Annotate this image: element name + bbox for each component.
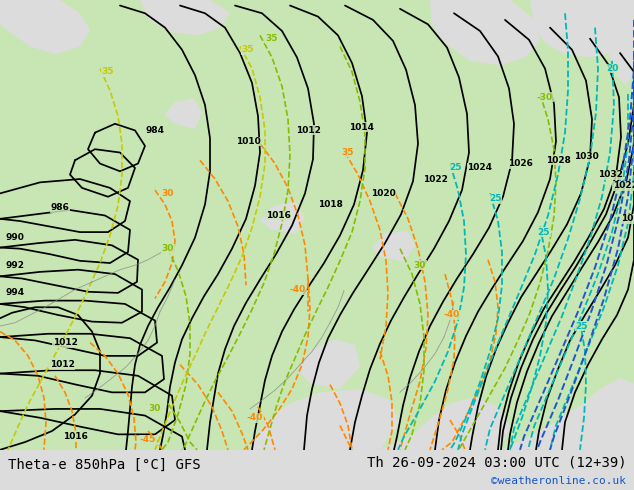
Text: 30: 30 bbox=[149, 404, 161, 414]
Text: 35: 35 bbox=[266, 34, 278, 43]
Text: 990: 990 bbox=[6, 233, 25, 242]
Text: ©weatheronline.co.uk: ©weatheronline.co.uk bbox=[491, 476, 626, 486]
Text: 25: 25 bbox=[538, 227, 550, 237]
Text: Th 26-09-2024 03:00 UTC (12+39): Th 26-09-2024 03:00 UTC (12+39) bbox=[366, 456, 626, 470]
Polygon shape bbox=[600, 0, 634, 85]
Text: -45: -45 bbox=[140, 436, 156, 444]
Polygon shape bbox=[298, 339, 360, 389]
Text: 30: 30 bbox=[162, 189, 174, 198]
Text: 30: 30 bbox=[414, 261, 426, 270]
Polygon shape bbox=[530, 0, 634, 57]
Text: 986: 986 bbox=[51, 203, 70, 212]
Polygon shape bbox=[500, 378, 634, 450]
Text: 1014: 1014 bbox=[349, 122, 375, 132]
Text: 1012: 1012 bbox=[49, 360, 74, 369]
Text: 1012: 1012 bbox=[295, 126, 320, 135]
Text: -40: -40 bbox=[290, 285, 306, 294]
Polygon shape bbox=[260, 201, 305, 234]
Text: 1030: 1030 bbox=[574, 152, 598, 161]
Polygon shape bbox=[372, 231, 415, 262]
Text: -40: -40 bbox=[247, 413, 263, 422]
Polygon shape bbox=[0, 0, 90, 54]
Text: 30: 30 bbox=[162, 244, 174, 253]
Text: 35: 35 bbox=[342, 148, 354, 157]
Text: 994: 994 bbox=[6, 289, 25, 297]
Polygon shape bbox=[140, 0, 230, 35]
Polygon shape bbox=[165, 98, 202, 129]
Text: Theta-e 850hPa [°C] GFS: Theta-e 850hPa [°C] GFS bbox=[8, 458, 200, 472]
Text: 1016: 1016 bbox=[63, 432, 87, 441]
Text: 1032: 1032 bbox=[598, 170, 623, 179]
Text: 25: 25 bbox=[449, 164, 462, 172]
Text: 1010: 1010 bbox=[236, 137, 261, 146]
Text: 35: 35 bbox=[101, 67, 114, 76]
Text: 1016: 1016 bbox=[266, 211, 290, 220]
Text: -40: -40 bbox=[444, 311, 460, 319]
Text: 1024: 1024 bbox=[621, 214, 634, 223]
Text: 20: 20 bbox=[606, 64, 618, 73]
Text: 1026: 1026 bbox=[508, 159, 533, 168]
Text: 1020: 1020 bbox=[371, 189, 396, 198]
Text: 1018: 1018 bbox=[318, 200, 342, 209]
Text: 1022: 1022 bbox=[423, 174, 448, 184]
Text: -30: -30 bbox=[537, 93, 553, 102]
Text: 1012: 1012 bbox=[53, 338, 77, 347]
Polygon shape bbox=[0, 0, 634, 450]
Text: 992: 992 bbox=[6, 261, 25, 270]
Text: 1028: 1028 bbox=[546, 156, 571, 165]
Text: 35: 35 bbox=[242, 45, 254, 54]
Text: 25: 25 bbox=[576, 321, 588, 331]
Text: 1024: 1024 bbox=[467, 164, 493, 172]
Polygon shape bbox=[250, 389, 400, 450]
Polygon shape bbox=[430, 0, 540, 65]
Text: 25: 25 bbox=[489, 195, 501, 203]
Polygon shape bbox=[380, 397, 510, 450]
Text: 984: 984 bbox=[145, 126, 164, 135]
Text: 1022: 1022 bbox=[612, 181, 634, 190]
